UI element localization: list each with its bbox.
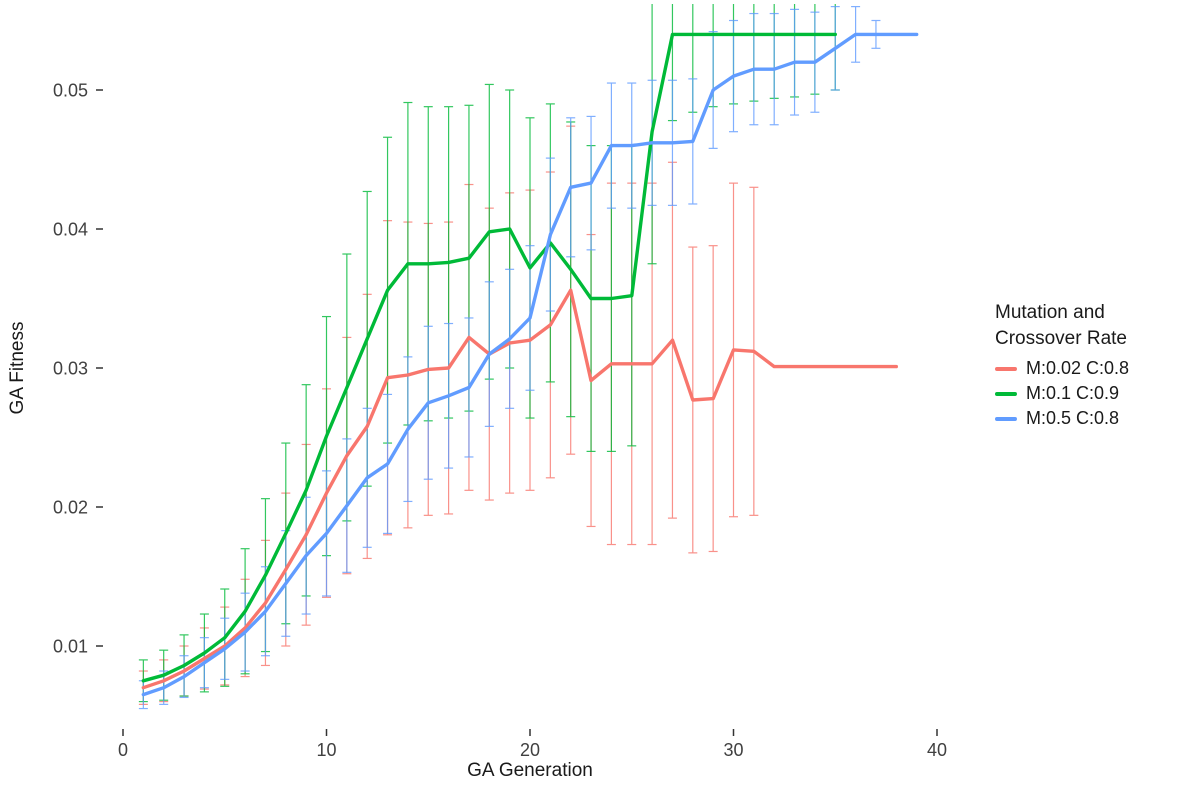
legend-key-red-line xyxy=(995,366,1017,371)
svg-text:10: 10 xyxy=(316,740,336,760)
legend-key-green-line xyxy=(995,391,1017,396)
svg-text:0.03: 0.03 xyxy=(53,358,88,378)
legend-entry-red: M:0.02 C:0.8 xyxy=(995,358,1129,379)
legend-label-green: M:0.1 C:0.9 xyxy=(1026,383,1120,404)
series-line-M:0.1 C:0.9 xyxy=(141,32,837,683)
legend-entry-green: M:0.1 C:0.9 xyxy=(995,383,1129,404)
svg-text:0.05: 0.05 xyxy=(53,80,88,100)
legend-title: Mutation and Crossover Rate xyxy=(995,300,1129,351)
legend-entry-blue: M:0.5 C:0.8 xyxy=(995,408,1129,429)
svg-text:20: 20 xyxy=(520,740,540,760)
x-axis-title: GA Generation xyxy=(467,760,593,781)
svg-text:0: 0 xyxy=(118,740,128,760)
svg-text:0.02: 0.02 xyxy=(53,497,88,517)
legend-title-line2: Crossover Rate xyxy=(995,327,1127,349)
svg-text:30: 30 xyxy=(723,740,743,760)
legend-key-blue-line xyxy=(995,416,1017,421)
legend-title-line1: Mutation and xyxy=(995,302,1105,323)
svg-text:0.04: 0.04 xyxy=(53,219,88,239)
svg-text:0.01: 0.01 xyxy=(53,636,88,656)
series-line-M:0.02 C:0.8 xyxy=(141,288,898,690)
legend-label-blue: M:0.5 C:0.8 xyxy=(1026,408,1120,429)
svg-text:40: 40 xyxy=(927,740,947,760)
y-axis-title: GA Fitness xyxy=(7,321,28,415)
legend-label-red: M:0.02 C:0.8 xyxy=(1026,358,1130,379)
series-line-M:0.5 C:0.8 xyxy=(141,32,919,697)
legend: Mutation and Crossover Rate M:0.02 C:0.8… xyxy=(995,300,1129,433)
